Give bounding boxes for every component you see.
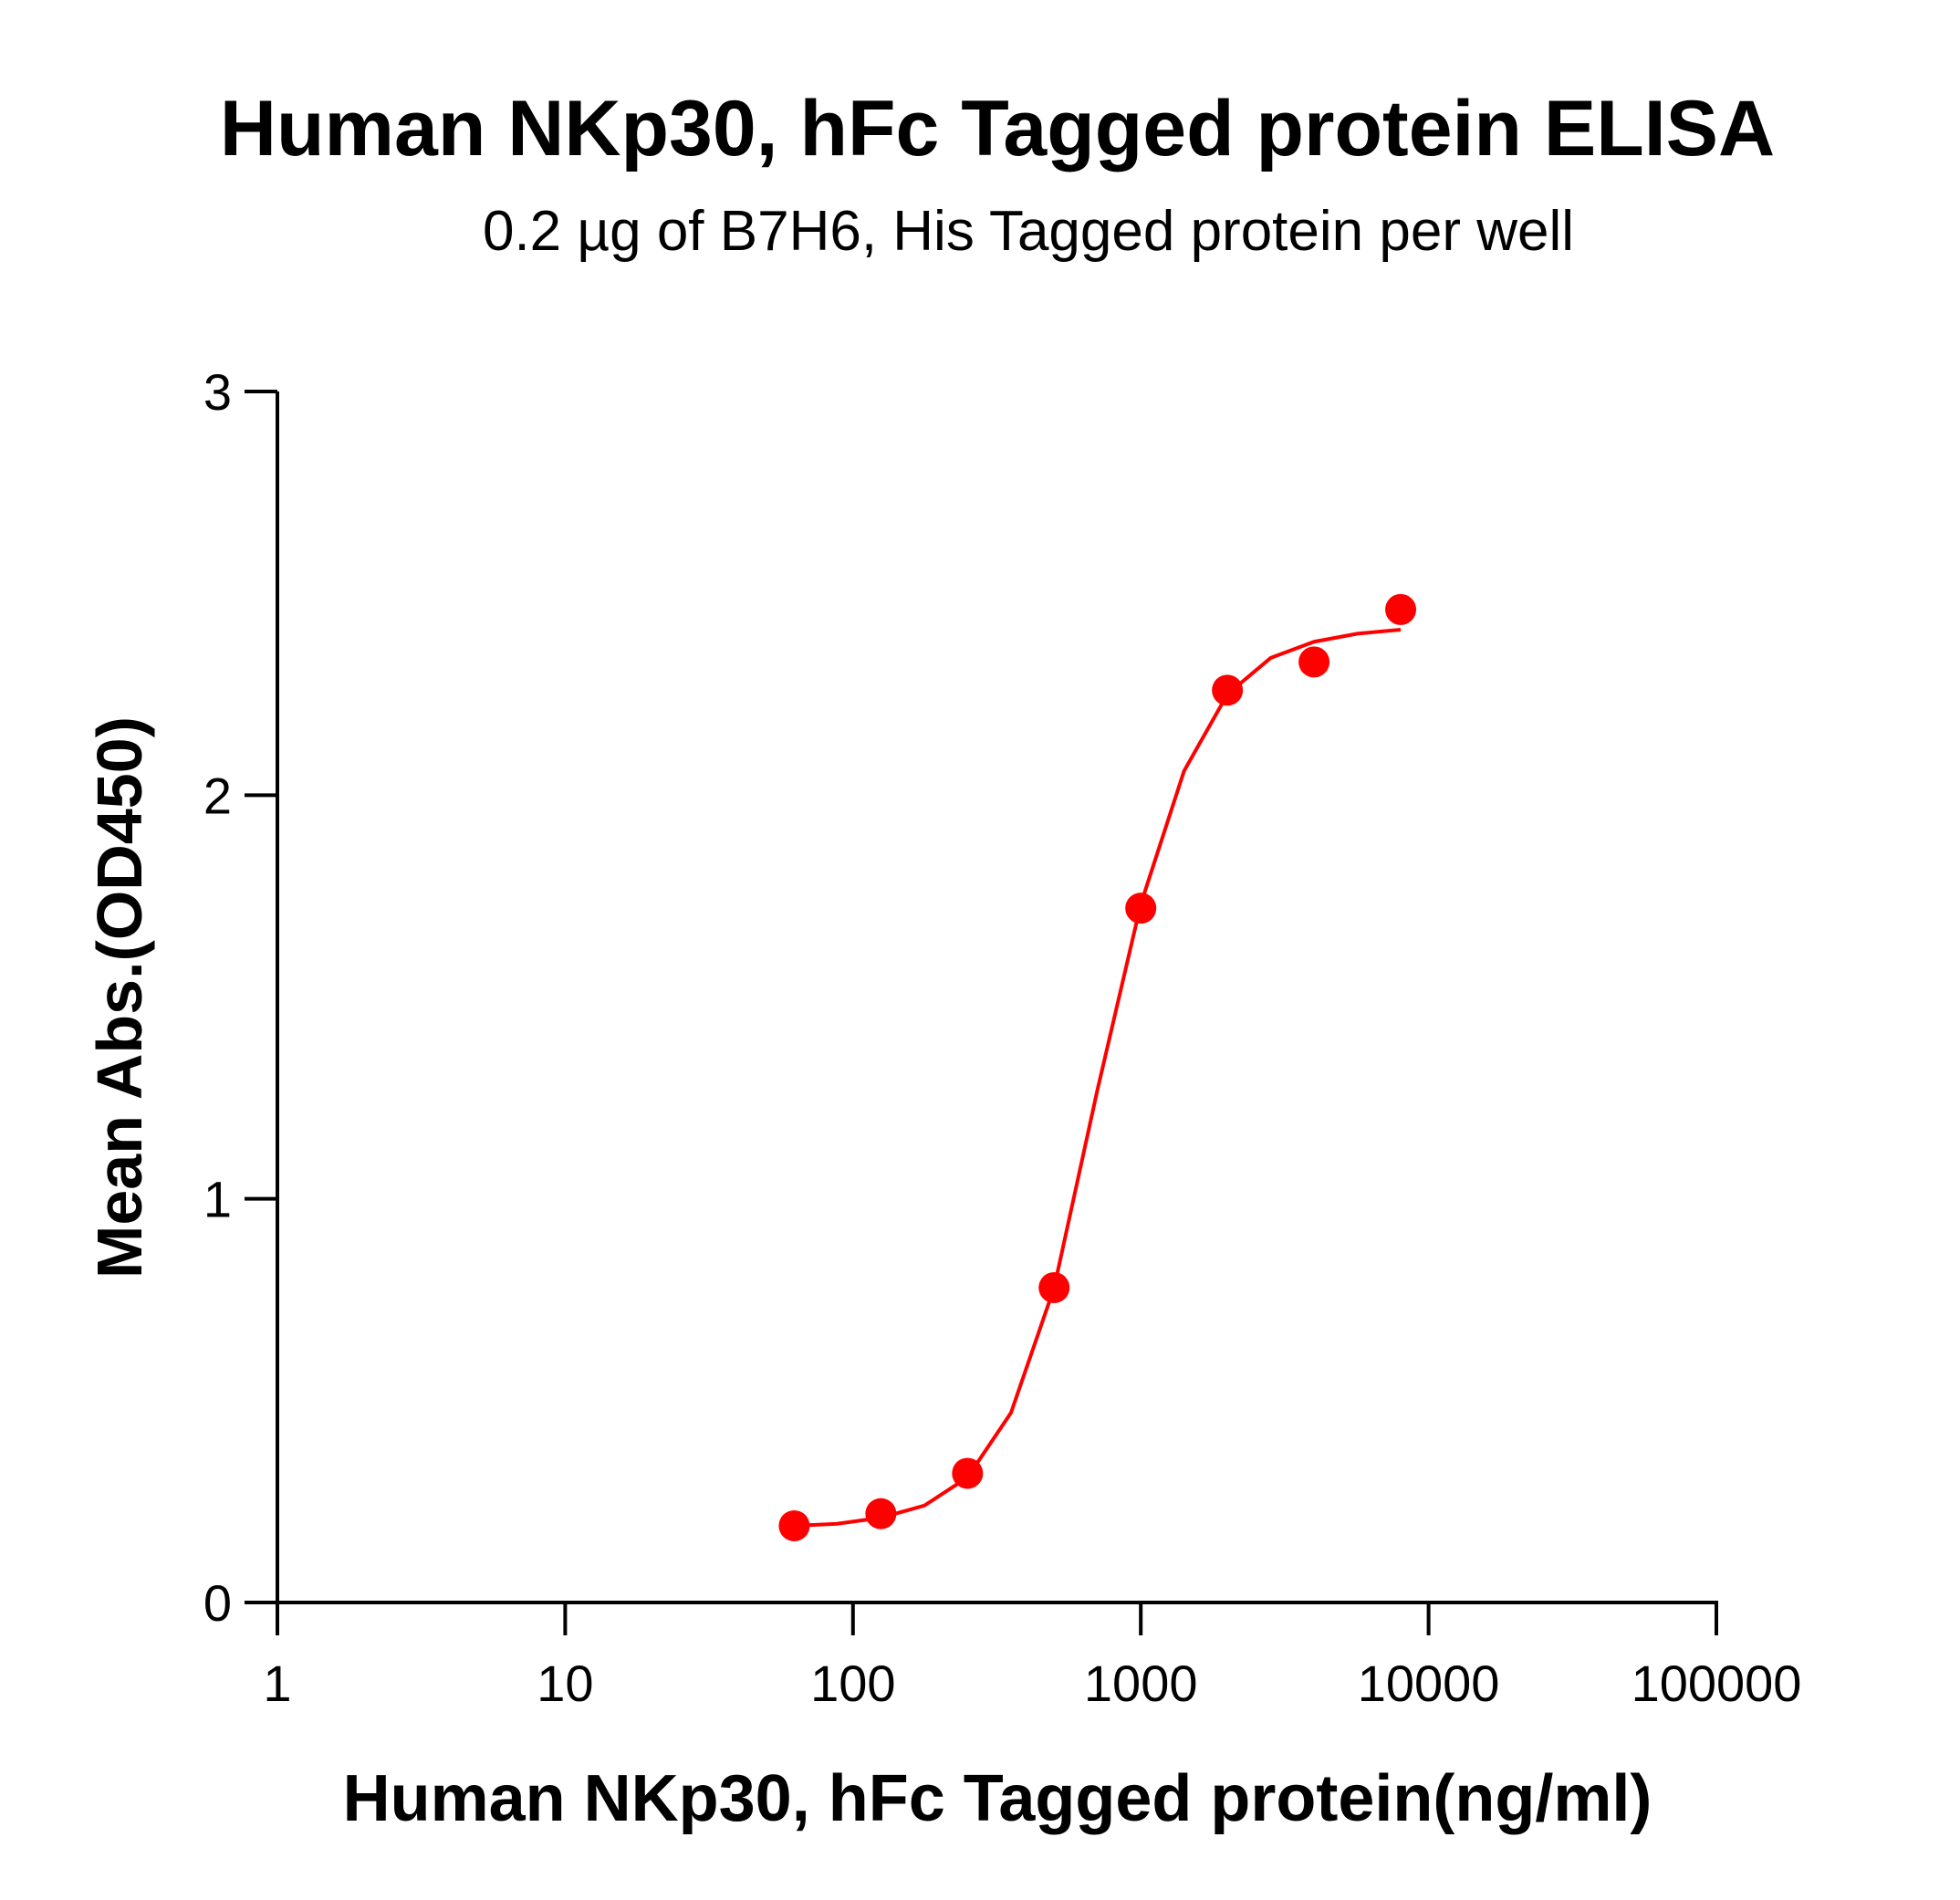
chart-subtitle: 0.2 µg of B7H6, His Tagged protein per w…	[483, 200, 1574, 263]
y-axis-label: Mean Abs.(OD450)	[84, 716, 155, 1279]
x-tick-label: 100000	[1632, 1655, 1802, 1712]
y-tick-label: 0	[203, 1574, 232, 1632]
x-tick-label: 1000	[1084, 1655, 1198, 1712]
data-point	[1212, 674, 1244, 706]
data-point	[778, 1509, 810, 1541]
data-point	[865, 1498, 897, 1529]
data-point	[1038, 1271, 1070, 1303]
data-point	[952, 1457, 984, 1489]
y-tick-label: 2	[203, 767, 232, 824]
chart-title: Human NKp30, hFc Tagged protein ELISA	[220, 85, 1775, 172]
x-axis-label: Human NKp30, hFc Tagged protein(ng/ml)	[343, 1762, 1652, 1835]
y-tick-label: 3	[203, 363, 232, 421]
x-tick-label: 10	[537, 1655, 593, 1712]
data-point	[1125, 893, 1157, 924]
y-tick-label: 1	[203, 1171, 232, 1228]
x-tick-label: 100	[810, 1655, 895, 1712]
x-tick-label: 10000	[1358, 1655, 1500, 1712]
data-point	[1385, 593, 1417, 625]
x-tick-label: 1	[263, 1655, 291, 1712]
data-point	[1298, 646, 1330, 678]
fit-curve	[794, 627, 1402, 1528]
